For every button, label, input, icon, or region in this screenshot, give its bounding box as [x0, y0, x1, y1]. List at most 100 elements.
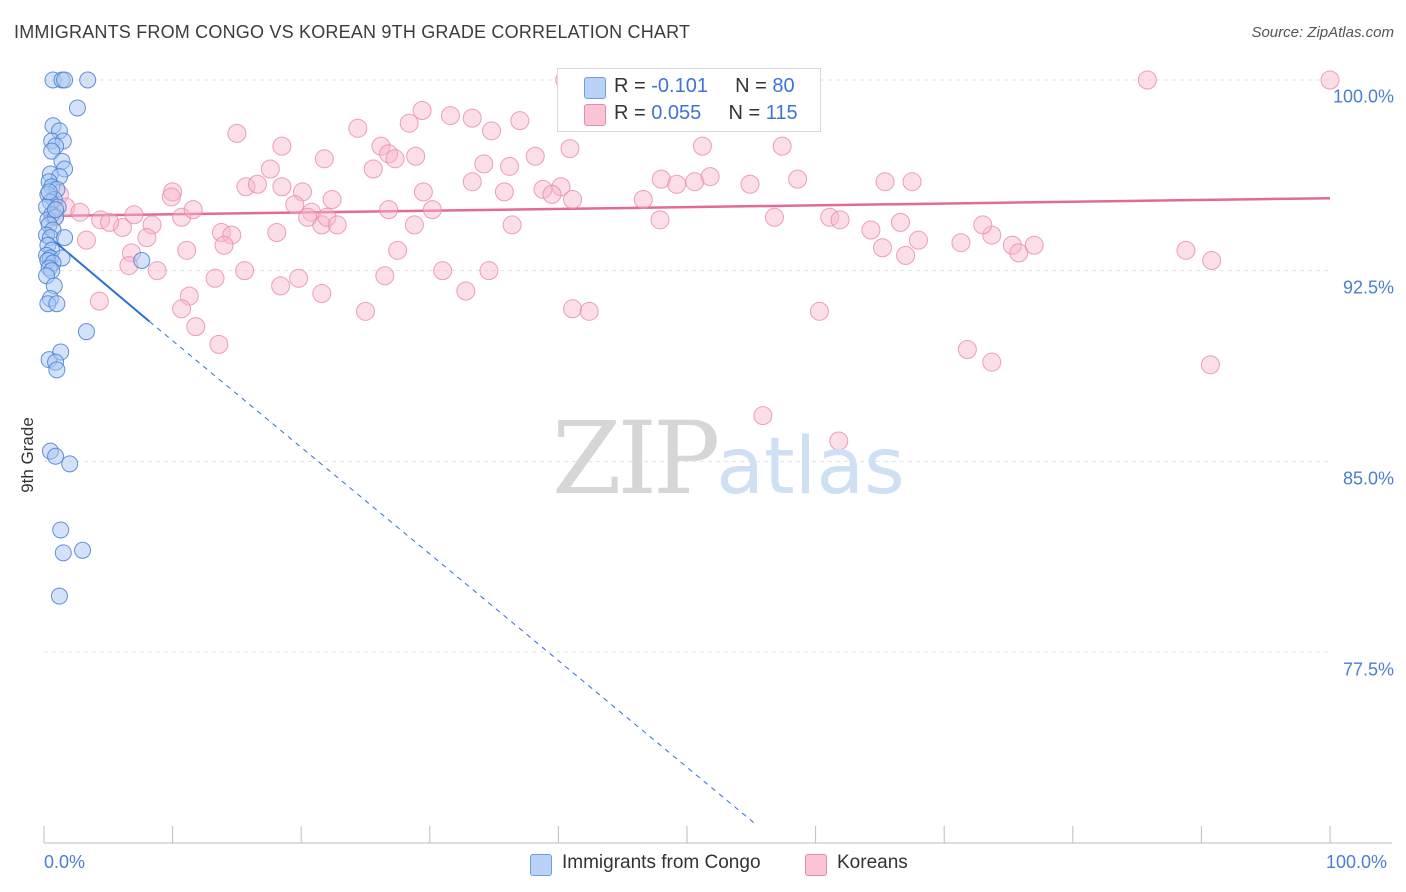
korean-point — [753, 406, 773, 426]
congo-points — [38, 71, 151, 605]
korean-point — [542, 184, 562, 204]
y-axis-label: 9th Grade — [18, 417, 37, 493]
congo-point — [43, 142, 61, 160]
legend-n-label: N = — [735, 75, 767, 97]
korean-point — [76, 230, 96, 250]
bottom-legend-label-congo: Immigrants from Congo — [562, 852, 761, 873]
korean-point — [289, 268, 309, 288]
legend-r-label: R = — [614, 75, 646, 97]
korean-point — [375, 266, 395, 286]
korean-point — [809, 301, 829, 321]
korean-point — [1009, 243, 1029, 263]
congo-trend-dashed — [149, 321, 757, 826]
korean-point — [560, 139, 580, 159]
congo-point — [74, 541, 92, 559]
korean-point — [500, 156, 520, 176]
korean-point — [142, 215, 162, 235]
korean-point — [399, 113, 419, 133]
korean-point — [379, 200, 399, 220]
korean-point — [456, 281, 476, 301]
y-tick-label: 100.0% — [1332, 86, 1394, 107]
korean-point — [563, 299, 583, 319]
korean-point — [510, 111, 530, 131]
korean-point — [137, 228, 157, 248]
korean-point — [902, 172, 922, 192]
gridlines — [44, 79, 1330, 653]
stats-legend: R = -0.101 N = 80 R = 0.055 N = 115 — [557, 68, 821, 132]
korean-point — [462, 108, 482, 128]
korean-point — [1202, 250, 1222, 270]
congo-trend-solid — [43, 231, 151, 323]
legend-swatch-congo — [584, 77, 606, 99]
congo-point — [56, 229, 74, 247]
korean-point — [222, 225, 242, 245]
korean-point — [951, 233, 971, 253]
bottom-legend-swatch-korean — [805, 854, 827, 876]
congo-point — [68, 99, 86, 117]
korean-point — [312, 284, 332, 304]
korean-point — [479, 261, 499, 281]
korean-point — [474, 154, 494, 174]
y-tick-label: 77.5% — [1342, 659, 1394, 680]
korean-point — [112, 217, 132, 237]
korean-trend-solid — [43, 196, 1331, 218]
congo-point — [47, 447, 65, 465]
chart-source: Source: ZipAtlas.com — [1251, 24, 1394, 41]
korean-point — [875, 172, 895, 192]
korean-point — [1176, 240, 1196, 260]
korean-point — [406, 146, 426, 166]
legend-r-value: -0.101 — [651, 75, 708, 97]
korean-point — [177, 240, 197, 260]
y-tick-label: 92.5% — [1342, 277, 1394, 298]
korean-point — [298, 207, 318, 227]
korean-point — [740, 174, 760, 194]
legend-n-value: 80 — [772, 75, 795, 97]
congo-point — [50, 587, 68, 605]
korean-point — [186, 317, 206, 337]
korean-point — [788, 169, 808, 189]
korean-point — [322, 189, 342, 209]
korean-point — [205, 268, 225, 288]
korean-point — [1200, 355, 1220, 375]
korean-point — [830, 210, 850, 230]
korean-point — [100, 212, 120, 232]
korean-point — [348, 118, 368, 138]
korean-point — [301, 202, 321, 222]
axes — [43, 826, 1392, 844]
bottom-legend-swatch-congo — [530, 854, 552, 876]
korean-point — [973, 215, 993, 235]
korean-point — [667, 174, 687, 194]
korean-point — [371, 136, 391, 156]
congo-point — [79, 71, 97, 89]
korean-point — [482, 121, 502, 141]
korean-point — [209, 334, 229, 354]
congo-point — [52, 521, 70, 539]
korean-point — [388, 240, 408, 260]
korean-point — [267, 223, 287, 243]
korean-point — [896, 245, 916, 265]
korean-point — [172, 299, 192, 319]
korean-point — [235, 261, 255, 281]
korean-point — [422, 200, 442, 220]
legend-row-congo: R = -0.101 N = 80 — [614, 75, 795, 98]
watermark: ZIPatlas — [552, 400, 905, 517]
korean-point — [700, 167, 720, 187]
korean-point — [764, 207, 784, 227]
korean-point — [861, 220, 881, 240]
korean-point — [890, 212, 910, 232]
korean-point — [563, 189, 583, 209]
korean-point — [872, 238, 892, 258]
korean-point — [651, 169, 671, 189]
korean-point — [161, 187, 181, 207]
korean-point — [172, 207, 192, 227]
korean-point — [982, 352, 1002, 372]
korean-point — [247, 174, 267, 194]
korean-point — [1320, 70, 1340, 90]
chart-title: IMMIGRANTS FROM CONGO VS KOREAN 9TH GRAD… — [14, 22, 691, 42]
korean-point — [440, 106, 460, 126]
korean-point — [957, 339, 977, 359]
bottom-legend-korean: Koreans — [805, 852, 908, 876]
legend-swatch-korean — [584, 104, 606, 126]
bottom-legend-label-korean: Koreans — [837, 852, 908, 873]
korean-point — [462, 172, 482, 192]
